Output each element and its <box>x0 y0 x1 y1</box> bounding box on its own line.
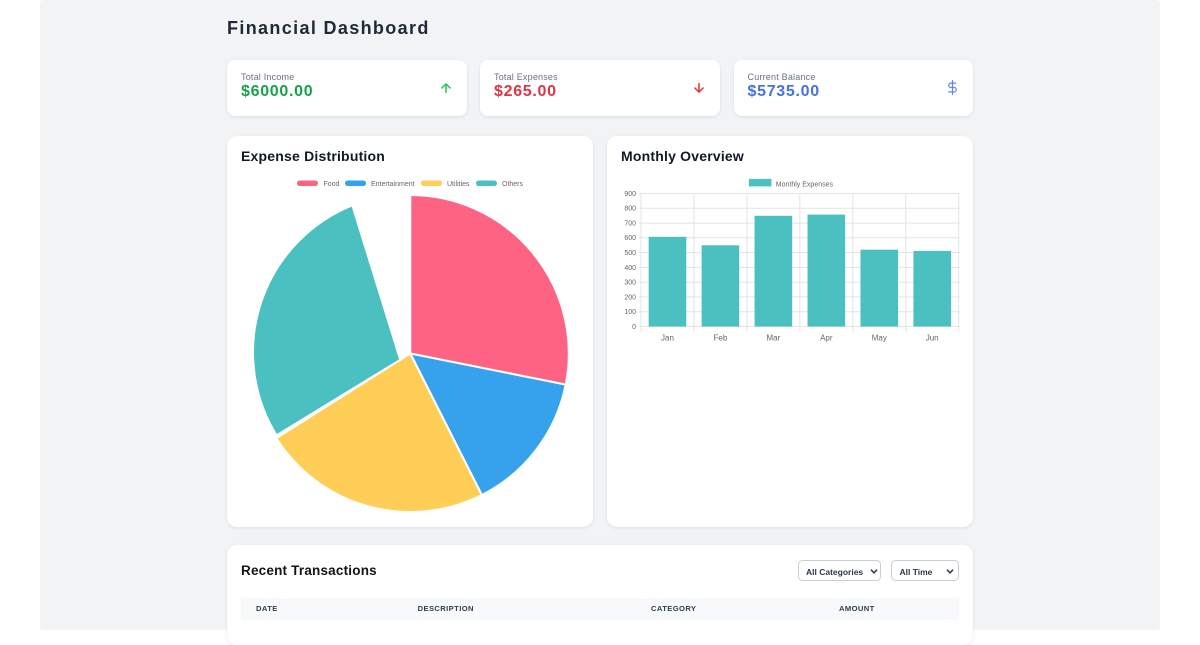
svg-text:Others: Others <box>502 181 524 188</box>
svg-text:300: 300 <box>624 280 636 287</box>
svg-text:Monthly Expenses: Monthly Expenses <box>776 181 834 188</box>
svg-text:Feb: Feb <box>714 334 728 343</box>
svg-text:Utilities: Utilities <box>447 181 470 188</box>
svg-text:900: 900 <box>624 191 636 198</box>
svg-text:Apr: Apr <box>820 334 833 343</box>
svg-text:800: 800 <box>624 206 636 213</box>
svg-text:Food: Food <box>324 181 340 188</box>
svg-text:Jun: Jun <box>926 334 939 343</box>
svg-text:May: May <box>872 334 887 343</box>
svg-text:200: 200 <box>624 294 636 301</box>
svg-text:Jan: Jan <box>661 334 674 343</box>
svg-text:Mar: Mar <box>767 334 781 343</box>
svg-text:700: 700 <box>624 221 636 228</box>
svg-text:0: 0 <box>632 324 636 331</box>
svg-text:Entertainment: Entertainment <box>371 181 415 188</box>
svg-text:100: 100 <box>624 309 636 316</box>
svg-text:400: 400 <box>624 265 636 272</box>
svg-text:600: 600 <box>624 235 636 242</box>
svg-text:500: 500 <box>624 250 636 257</box>
